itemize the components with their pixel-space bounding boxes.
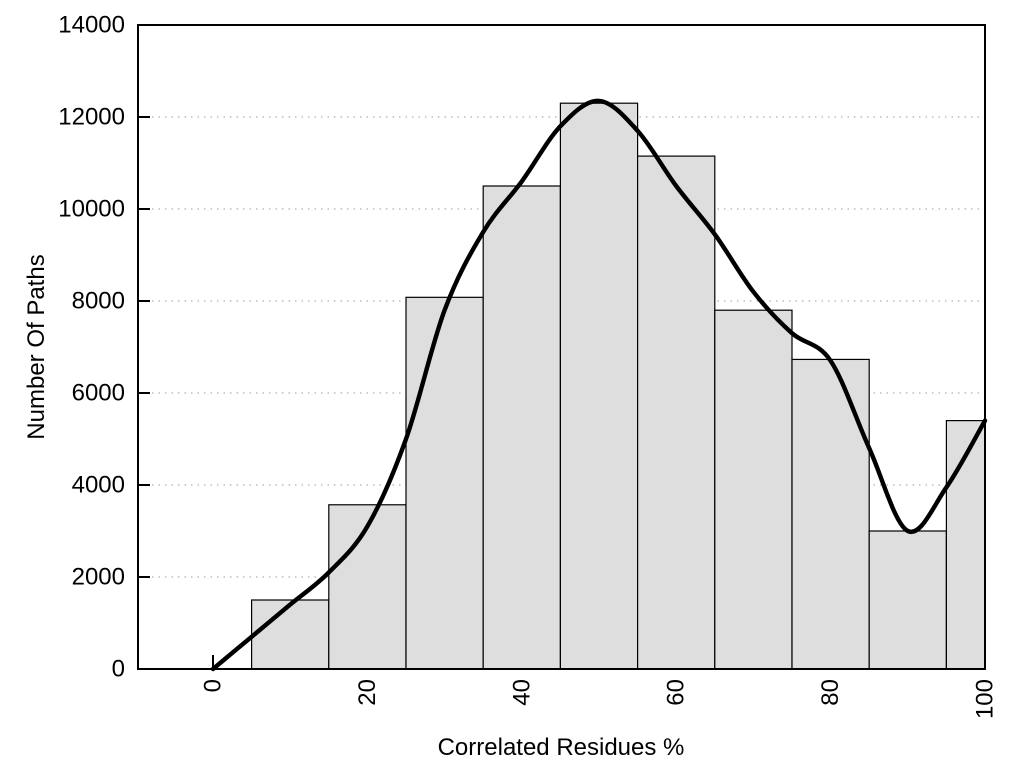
histogram-bar — [714, 309, 793, 670]
histogram-bar — [482, 185, 562, 670]
y-tick-label: 8000 — [72, 288, 125, 315]
y-tick-label: 14000 — [58, 12, 125, 39]
histogram-bar — [559, 102, 639, 670]
histogram-bar — [868, 530, 948, 670]
histogram-bar — [251, 599, 330, 670]
y-tick-label: 10000 — [58, 196, 125, 223]
y-tick-label: 2000 — [72, 564, 125, 591]
density-curve — [210, 98, 988, 672]
x-tick-label: 80 — [817, 679, 844, 706]
y-tick-label: 0 — [112, 656, 125, 683]
histogram-bar — [636, 155, 716, 670]
x-tick-label: 0 — [200, 679, 227, 692]
histogram-bar — [405, 296, 484, 670]
x-tick-label: 20 — [354, 679, 381, 706]
histogram-bar — [791, 358, 870, 670]
x-tick-label: 60 — [663, 679, 690, 706]
histogram-bar — [328, 504, 407, 670]
y-axis-title: Number Of Paths — [23, 254, 50, 440]
y-tick-label: 4000 — [72, 472, 125, 499]
y-tick-label: 12000 — [58, 104, 125, 131]
plot-border — [137, 24, 986, 670]
y-tick-label: 6000 — [72, 380, 125, 407]
x-axis-title: Correlated Residues % — [437, 734, 685, 761]
x-tick-label: 40 — [508, 679, 535, 706]
x-tick-label: 100 — [972, 679, 999, 719]
